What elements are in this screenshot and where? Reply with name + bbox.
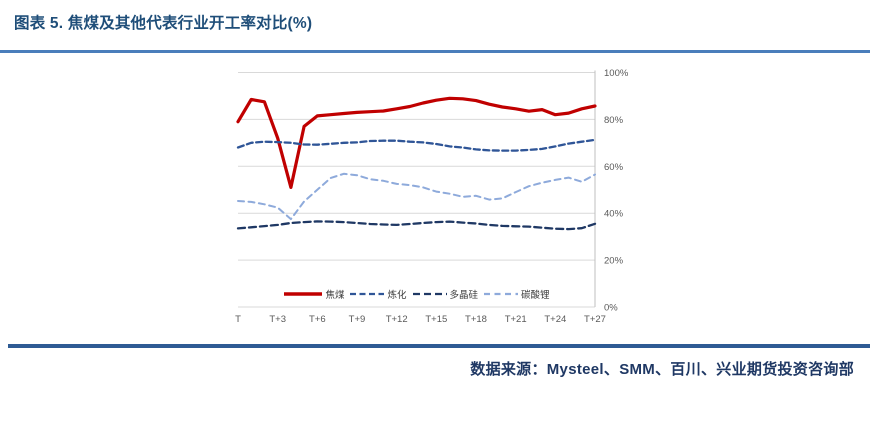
y-tick-label: 20% [604, 256, 624, 267]
legend-item-refining: 炼化 [349, 287, 407, 301]
x-tick-label: T+3 [269, 314, 286, 325]
x-tick-label: T+6 [309, 314, 326, 325]
line-chart: 0% 20% 40% 60% 80% 100% T T+3 T+6 T+9 T+12 T+15 T+18… [235, 68, 629, 325]
legend-line-sample-lithium-carbonate [484, 292, 519, 296]
series-line-coking-coal [236, 96, 597, 189]
title-divider [0, 50, 870, 53]
chart-legend: 焦煤 炼化 多晶硅 碳酸锂 [238, 286, 595, 302]
series-line-lithium-carbonate [237, 172, 596, 221]
y-tick-label: 0% [604, 303, 618, 314]
series-line-polysilicon [236, 220, 597, 231]
footer-divider [8, 344, 870, 348]
legend-item-coking-coal: 焦煤 [283, 287, 344, 301]
y-tick-label: 100% [604, 68, 629, 79]
series-line-refining [236, 138, 597, 152]
legend-item-lithium-carbonate: 碳酸锂 [483, 287, 550, 301]
legend-line-sample-coking-coal [284, 292, 323, 296]
y-tick-label: 40% [604, 209, 624, 220]
legend-label-refining: 炼化 [387, 290, 407, 301]
legend-label-coking-coal: 焦煤 [325, 290, 345, 301]
x-tick-label: T+24 [544, 314, 566, 325]
x-tick-label: T+15 [425, 314, 447, 325]
legend-label-lithium-carbonate: 碳酸锂 [521, 290, 550, 301]
legend-item-polysilicon: 多晶硅 [412, 287, 479, 301]
x-tick-label: T+21 [505, 314, 527, 325]
x-tick-label: T+27 [584, 314, 606, 325]
y-tick-label: 60% [604, 162, 624, 173]
x-tick-label: T+18 [465, 314, 487, 325]
legend-line-sample-refining [350, 292, 385, 296]
x-tick-label: T [235, 314, 241, 325]
x-tick-label: T+12 [386, 314, 408, 325]
legend-label-polysilicon: 多晶硅 [449, 290, 479, 301]
x-tick-label: T+9 [349, 314, 366, 325]
figure-title: 图表 5. 焦煤及其他代表行业开工率对比(%) [14, 15, 313, 32]
y-tick-label: 80% [604, 115, 624, 126]
data-source-text: 数据来源：Mysteel、SMM、百川、兴业期货投资咨询部 [470, 361, 854, 378]
legend-line-sample-polysilicon [412, 292, 447, 296]
